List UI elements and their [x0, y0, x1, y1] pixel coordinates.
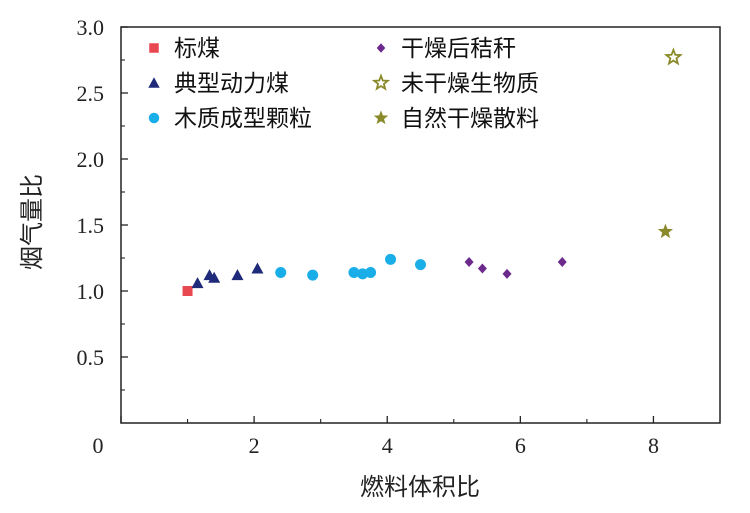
data-point-series-2	[231, 269, 244, 281]
y-tick-label: 1.5	[77, 213, 105, 238]
x-tick-label: 6	[515, 433, 526, 458]
legend-label: 自然干燥散料	[401, 106, 539, 132]
data-point-series-4	[477, 263, 487, 274]
x-tick-label: 4	[382, 433, 393, 458]
y-axis: 0.5 1.0 1.5 2.0 2.5 3.0	[77, 15, 128, 391]
x-axis: 0 2 4 6 8	[93, 416, 659, 458]
x-tick-label: 2	[249, 433, 260, 458]
data-point-series-6	[657, 223, 674, 239]
x-tick-label: 0	[93, 433, 104, 458]
legend-label: 未干燥生物质	[401, 71, 539, 97]
y-tick-label: 0.5	[77, 345, 105, 370]
legend-marker	[148, 77, 160, 88]
data-point-series-2	[208, 271, 221, 283]
y-tick-label: 2.0	[77, 147, 105, 172]
data-point-series-4	[557, 256, 567, 267]
x-tick-label: 8	[648, 433, 659, 458]
data-point-series-4	[502, 268, 512, 279]
data-point-series-3	[365, 267, 377, 279]
legend-label: 木质成型颗粒	[174, 106, 312, 132]
data-point-series-3	[307, 269, 319, 281]
data-point-series-3	[348, 267, 360, 279]
legend-marker	[149, 43, 159, 53]
legend-marker	[373, 110, 389, 125]
legend-marker	[371, 73, 391, 91]
data-point-series-2	[191, 277, 204, 289]
data-point-series-5	[663, 47, 683, 66]
data-point-series-2	[251, 262, 264, 274]
y-tick-label: 3.0	[77, 15, 105, 40]
legend-marker	[148, 112, 160, 124]
data-point-series-4	[464, 256, 474, 267]
data-point-series-1	[182, 286, 193, 296]
legend-label: 典型动力煤	[174, 71, 289, 97]
y-tick-label: 2.5	[77, 81, 105, 106]
data-point-series-3	[275, 267, 287, 279]
x-axis-title: 燃料体积比	[360, 473, 480, 501]
legend-label: 标煤	[174, 36, 220, 62]
data-markers	[182, 47, 683, 296]
data-point-series-3	[385, 253, 397, 265]
data-point-series-3	[415, 259, 426, 271]
legend-marker	[376, 43, 386, 53]
y-axis-title: 烟气量比	[18, 174, 46, 270]
legend-label: 干燥后秸秆	[401, 36, 516, 62]
y-tick-label: 1.0	[77, 279, 105, 304]
